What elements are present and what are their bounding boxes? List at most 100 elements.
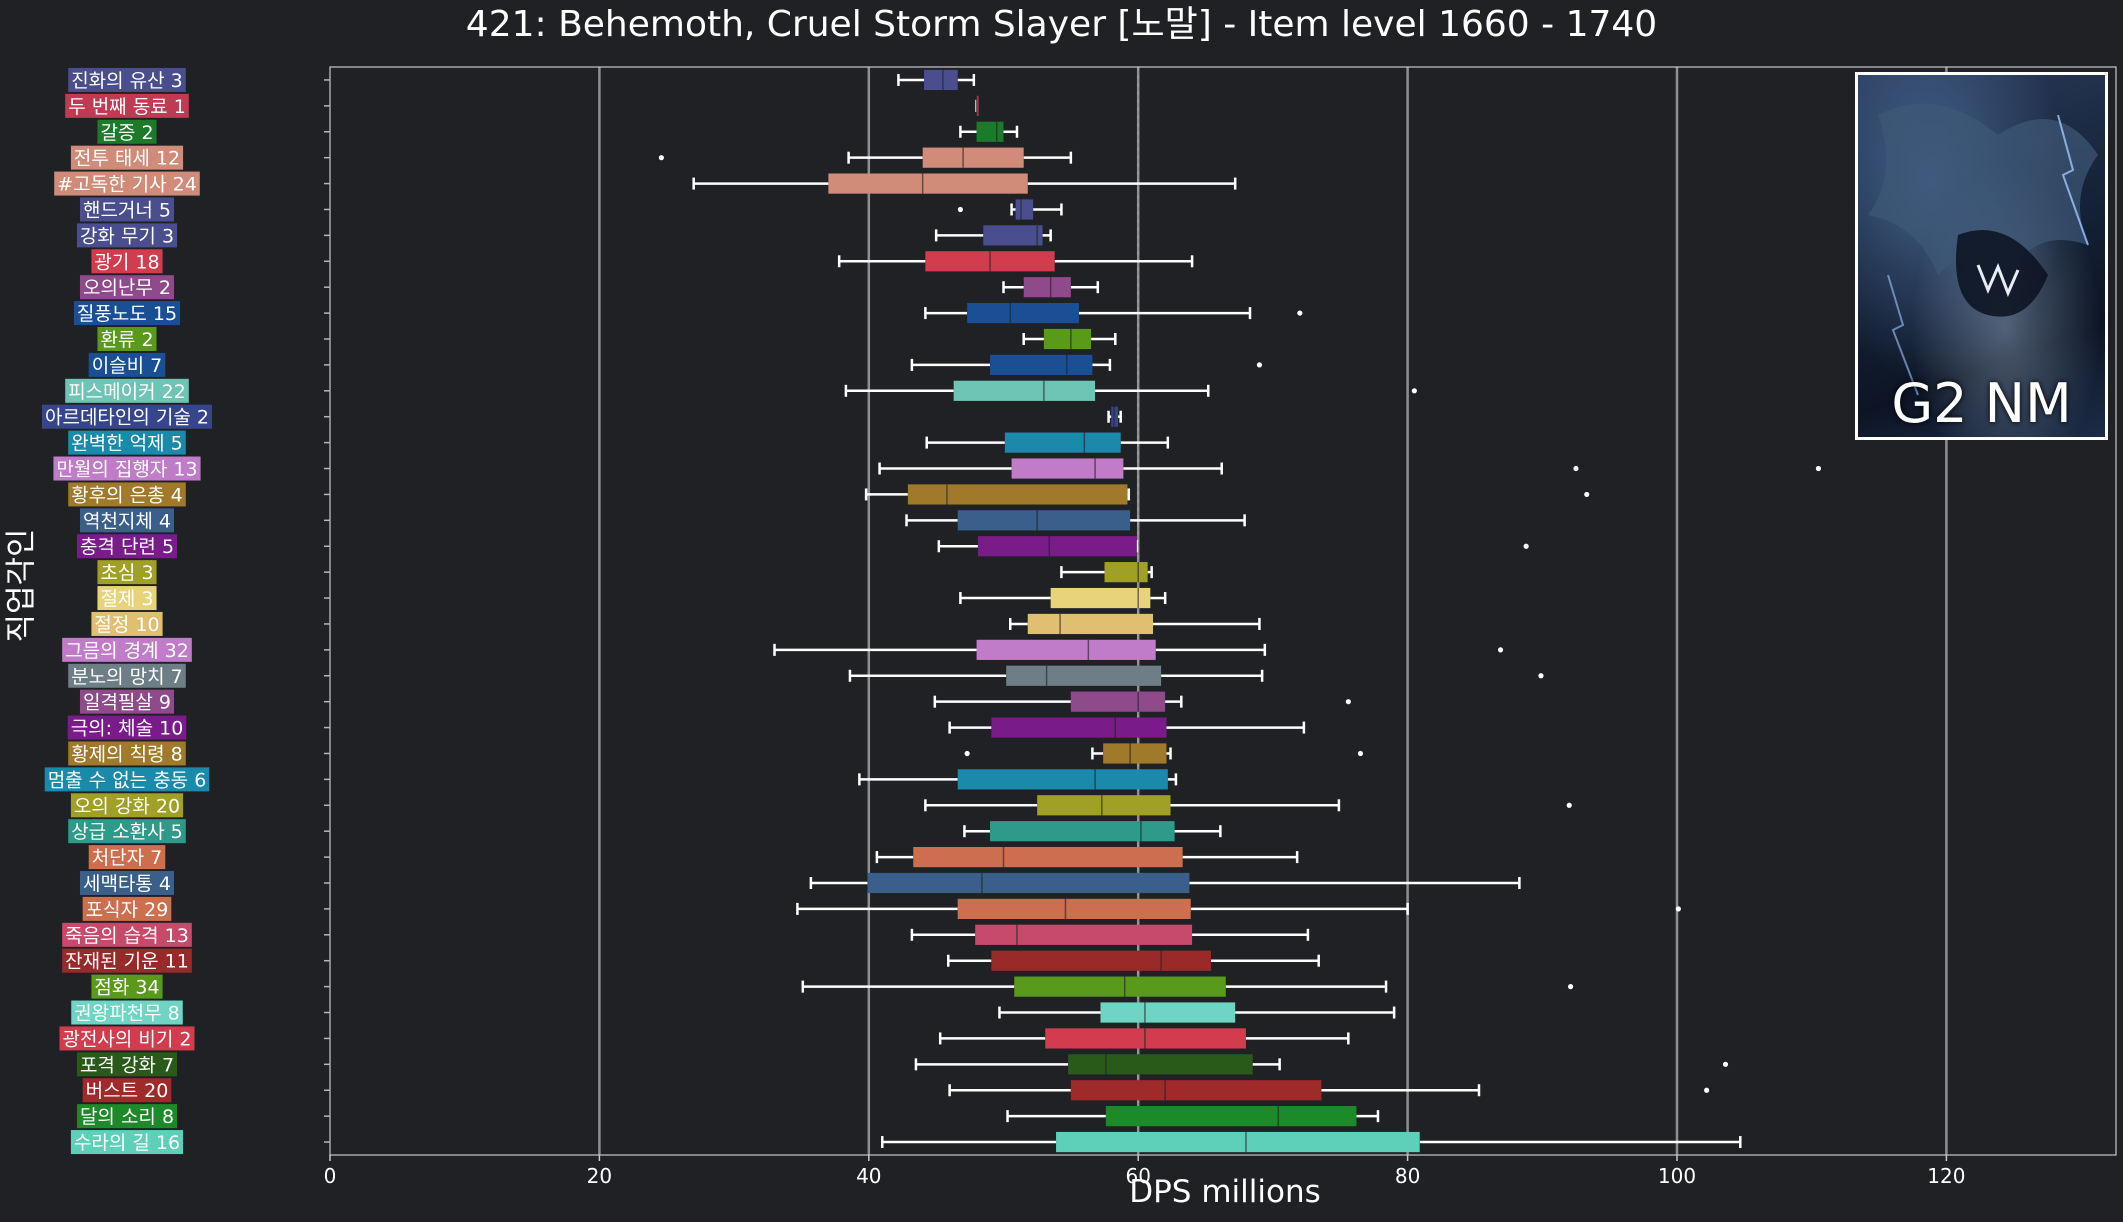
iqr-box [976, 121, 1004, 142]
category-label-text: 핸드거너 5 [83, 199, 171, 221]
outlier-point [964, 750, 970, 757]
category-label: 달의 소리 8 [76, 1104, 178, 1129]
category-label: 역천지체 4 [79, 508, 175, 533]
box-row [948, 717, 1306, 738]
category-label-text: 질풍노도 15 [77, 303, 177, 325]
category-label-text: 역천지체 4 [83, 510, 171, 532]
iqr-box [977, 536, 1137, 557]
category-label-background [44, 767, 210, 792]
category-label: 아르데타인의 기술 2 [41, 404, 213, 429]
category-label-background [73, 301, 181, 326]
box-row [897, 69, 976, 91]
x-axis-ticks: 0 20 40 60 80 100 120 [324, 1155, 1965, 1188]
category-label: 세맥타통 4 [79, 871, 175, 895]
category-label: 점화 34 [91, 974, 163, 999]
category-label-text: 만월의 집행자 13 [56, 459, 197, 481]
outlier-point [1497, 647, 1504, 653]
category-label-background [68, 482, 186, 507]
category-label-background [59, 1026, 195, 1051]
iqr-box [1015, 199, 1034, 220]
x-axis-label: DPS millions [1129, 1174, 1321, 1210]
category-label-background [62, 637, 192, 662]
category-label-background [68, 67, 186, 92]
iqr-box [907, 484, 1128, 505]
outlier-point [1573, 465, 1579, 472]
category-label-background [67, 715, 187, 740]
category-label: #고독한 기사 24 [54, 171, 200, 196]
category-label-background [97, 327, 157, 351]
box-row [844, 380, 1417, 401]
category-label: 오의난무 2 [79, 275, 175, 300]
category-label-text: 포격 강화 7 [80, 1054, 174, 1076]
category-label: 전투 태세 12 [70, 145, 184, 170]
category-label: 처단자 7 [88, 845, 166, 870]
category-label-text: 갈증 2 [100, 122, 153, 144]
category-label: 멈출 수 없는 충동 6 [44, 767, 210, 792]
category-label-background [76, 223, 178, 248]
outlier-point [1566, 802, 1572, 808]
iqr-box [1004, 432, 1121, 453]
box-row [947, 950, 1320, 971]
box-row [658, 147, 1073, 168]
box-row [938, 1028, 1350, 1049]
category-label-text: 잔재된 기운 11 [65, 951, 189, 973]
iqr-box [1104, 562, 1148, 583]
category-label: 오의 강화 20 [70, 793, 184, 818]
box-row [910, 924, 1310, 945]
category-label-text: 권왕파천무 8 [74, 1003, 180, 1025]
category-label-text: 상급 소환사 5 [71, 821, 183, 843]
outlier-point [1523, 543, 1529, 549]
category-label-text: 죽음의 습격 13 [65, 925, 189, 947]
x-tick-label: 100 [1658, 1164, 1696, 1188]
category-label: 권왕파천무 8 [71, 1000, 183, 1025]
category-label-text: 황제의 칙령 8 [71, 743, 183, 765]
iqr-box [1023, 277, 1071, 298]
iqr-box [957, 769, 1168, 790]
box-row [875, 846, 1299, 868]
x-tick-label: 120 [1927, 1164, 1965, 1188]
iqr-box [967, 302, 1079, 324]
category-label: 만월의 집행자 13 [53, 456, 201, 481]
iqr-box [1037, 795, 1171, 816]
category-label-background [53, 456, 201, 481]
category-label-background [76, 1052, 178, 1077]
category-label-background [54, 171, 200, 196]
box-row [998, 1002, 1396, 1023]
box-row [692, 173, 1237, 194]
box-row [933, 691, 1351, 712]
iqr-box [1050, 587, 1151, 609]
category-label-background [82, 896, 172, 921]
category-label-text: 진화의 유산 3 [71, 70, 183, 92]
iqr-box [957, 898, 1191, 920]
box-row [975, 95, 979, 116]
category-label: 수라의 길 16 [70, 1130, 184, 1155]
box-row [878, 458, 1822, 479]
category-label-text: 절정 10 [94, 614, 159, 636]
iqr-box [1014, 976, 1226, 997]
iqr-box [828, 173, 1028, 194]
category-label-text: 이슬비 7 [92, 355, 163, 377]
box-row [924, 795, 1572, 816]
category-label-text: 광전사의 비기 2 [62, 1028, 191, 1050]
x-tick-label: 0 [324, 1164, 337, 1188]
box-row [1022, 328, 1117, 350]
category-label-text: 초심 3 [100, 562, 153, 584]
category-label: 핸드거너 5 [79, 197, 175, 222]
category-label-background [76, 1104, 178, 1129]
iqr-box [1043, 328, 1092, 350]
box-row [905, 510, 1246, 531]
category-label-background [70, 1130, 184, 1155]
iqr-box [976, 639, 1156, 660]
iqr-box [913, 846, 1183, 868]
category-label-background [71, 1000, 183, 1025]
category-label: 이슬비 7 [88, 352, 166, 377]
category-label-background [70, 793, 184, 818]
category-label: 포격 강화 7 [76, 1052, 178, 1077]
category-label-text: 아르데타인의 기술 2 [45, 407, 209, 429]
box-row [1107, 406, 1122, 427]
category-label-text: 완벽한 억제 5 [71, 433, 183, 455]
category-label-background [91, 974, 163, 999]
category-label-text: 환류 2 [100, 329, 153, 351]
category-label: 광기 18 [91, 249, 163, 274]
